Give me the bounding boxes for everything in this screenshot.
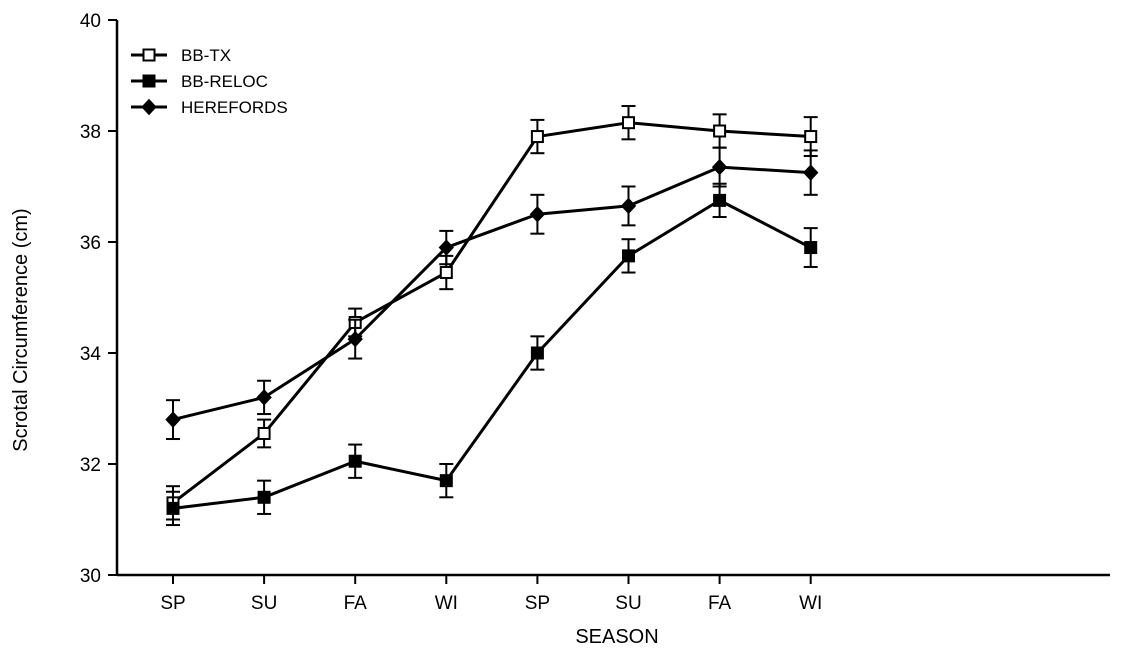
- legend-label: HEREFORDS: [181, 98, 288, 117]
- data-point: [530, 130, 544, 144]
- series-herefords: [165, 146, 819, 441]
- legend-marker: [141, 98, 157, 116]
- data-point: [713, 124, 727, 138]
- legend-label: BB-RELOC: [181, 72, 268, 91]
- y-tick-label: 34: [80, 344, 102, 365]
- y-tick-label: 36: [80, 233, 101, 254]
- legend-item: BB-RELOC: [131, 72, 268, 91]
- data-point: [347, 330, 363, 348]
- y-tick-label: 30: [80, 566, 101, 587]
- x-tick-label: WI: [799, 593, 822, 614]
- data-point: [804, 130, 818, 144]
- legend-item: BB-TX: [131, 46, 231, 65]
- data-point: [438, 239, 454, 256]
- y-axis-title: Scrotal Circumference (cm): [10, 208, 32, 451]
- series-line: [172, 165, 811, 422]
- data-point: [256, 389, 272, 406]
- y-tick-label: 40: [80, 11, 101, 32]
- x-tick-label: FA: [344, 593, 368, 614]
- series-line: [172, 198, 812, 510]
- x-tick-label: SU: [615, 593, 641, 614]
- x-tick-label: WI: [435, 593, 458, 614]
- data-point: [529, 206, 546, 223]
- data-point: [439, 474, 453, 488]
- chart-axes: [115, 20, 1110, 577]
- y-tick-label: 38: [80, 122, 101, 143]
- legend-label: BB-TX: [181, 46, 231, 65]
- series-bb-reloc: [166, 182, 818, 527]
- chart-ticks: 30 32 34 36 38 40 SP SU FA WI SP SU FA WI: [80, 11, 822, 614]
- y-tick-label: 32: [80, 455, 101, 476]
- data-point: [257, 490, 271, 504]
- data-point: [257, 426, 271, 440]
- data-point: [439, 266, 453, 280]
- data-point: [803, 164, 819, 181]
- data-point: [166, 501, 180, 515]
- x-tick-label: SU: [251, 593, 277, 614]
- data-point: [804, 241, 818, 255]
- series-line: [172, 121, 811, 505]
- chart-series: [165, 105, 819, 527]
- data-point: [711, 158, 728, 176]
- legend-marker: [142, 48, 156, 62]
- chart-legend: BB-TX BB-RELOC HEREFORDS: [131, 46, 288, 117]
- data-point: [348, 454, 362, 468]
- data-point: [713, 193, 727, 207]
- data-point: [165, 411, 181, 428]
- data-point: [620, 197, 637, 215]
- x-tick-label: FA: [708, 593, 732, 614]
- x-axis-title: SEASON: [575, 626, 658, 648]
- data-point: [622, 249, 635, 263]
- data-point: [622, 116, 635, 130]
- legend-item: HEREFORDS: [131, 98, 288, 117]
- legend-marker: [142, 74, 156, 88]
- x-tick-label: SP: [160, 593, 185, 614]
- x-tick-label: SP: [525, 593, 550, 614]
- data-point: [530, 346, 544, 360]
